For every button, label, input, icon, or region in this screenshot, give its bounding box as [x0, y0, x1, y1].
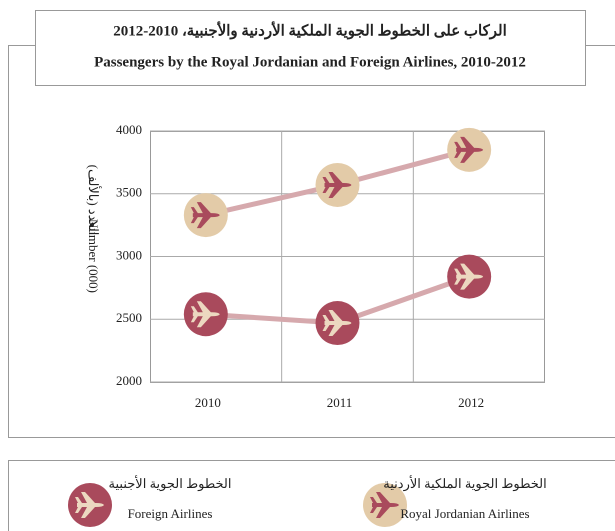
y-tick-label: 3500 [116, 185, 142, 200]
data-point [315, 162, 360, 207]
data-point [183, 193, 228, 238]
marker-plane [190, 202, 220, 229]
marker-plane [454, 136, 484, 163]
y-axis-title: Number (000) [86, 219, 101, 293]
y-tick-label: 2000 [116, 373, 142, 388]
data-point [183, 292, 228, 337]
chart-panel [8, 45, 615, 438]
marker-plane [75, 492, 104, 518]
chart-title: Passengers by the Royal Jordanian and Fo… [94, 54, 526, 70]
marker-plane [454, 263, 484, 290]
y-tick-label: 4000 [116, 122, 142, 137]
legend-swatch [363, 483, 407, 527]
chart-title-ar: الركاب على الخطوط الجوية الملكية الأردني… [113, 20, 507, 39]
marker-plane [370, 492, 399, 518]
title-box [35, 10, 586, 86]
x-tick-label: 2011 [327, 395, 353, 410]
legend-box [8, 460, 615, 531]
y-axis-title-ar: العدد (بالألف) [86, 165, 102, 236]
legend-label: Royal Jordanian Airlines [400, 506, 529, 521]
marker-plane [322, 310, 352, 337]
legend-label-ar: الخطوط الجوية الملكية الأردنية [383, 475, 546, 492]
data-point [447, 254, 492, 299]
legend-label-ar: الخطوط الجوية الأجنبية [109, 475, 232, 492]
legend-label: Foreign Airlines [128, 506, 213, 521]
marker-plane [190, 301, 220, 328]
x-tick-label: 2010 [195, 395, 221, 410]
data-point [447, 127, 492, 172]
legend-swatch [68, 483, 112, 527]
y-tick-label: 2500 [116, 310, 142, 325]
marker-plane [322, 171, 352, 198]
x-tick-label: 2012 [458, 395, 484, 410]
data-point [315, 301, 360, 346]
y-tick-label: 3000 [116, 247, 142, 262]
